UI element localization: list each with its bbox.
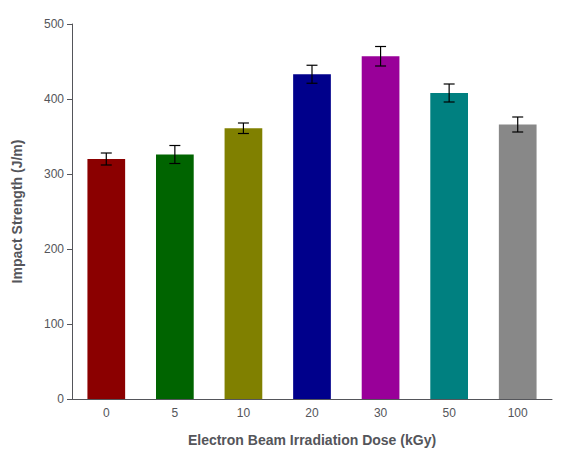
svg-text:Impact Strength (J/m): Impact Strength (J/m)	[9, 140, 25, 284]
svg-text:200: 200	[44, 242, 64, 256]
svg-text:100: 100	[44, 317, 64, 331]
svg-text:Electron Beam Irradiation Dose: Electron Beam Irradiation Dose (kGy)	[188, 432, 436, 448]
svg-text:500: 500	[44, 17, 64, 31]
svg-text:300: 300	[44, 167, 64, 181]
svg-text:400: 400	[44, 92, 64, 106]
svg-text:0: 0	[57, 392, 64, 406]
svg-text:100: 100	[508, 406, 528, 420]
svg-text:5: 5	[172, 406, 179, 420]
svg-text:20: 20	[305, 406, 319, 420]
svg-text:50: 50	[442, 406, 456, 420]
svg-text:10: 10	[237, 406, 251, 420]
svg-text:30: 30	[374, 406, 388, 420]
svg-text:0: 0	[103, 406, 110, 420]
